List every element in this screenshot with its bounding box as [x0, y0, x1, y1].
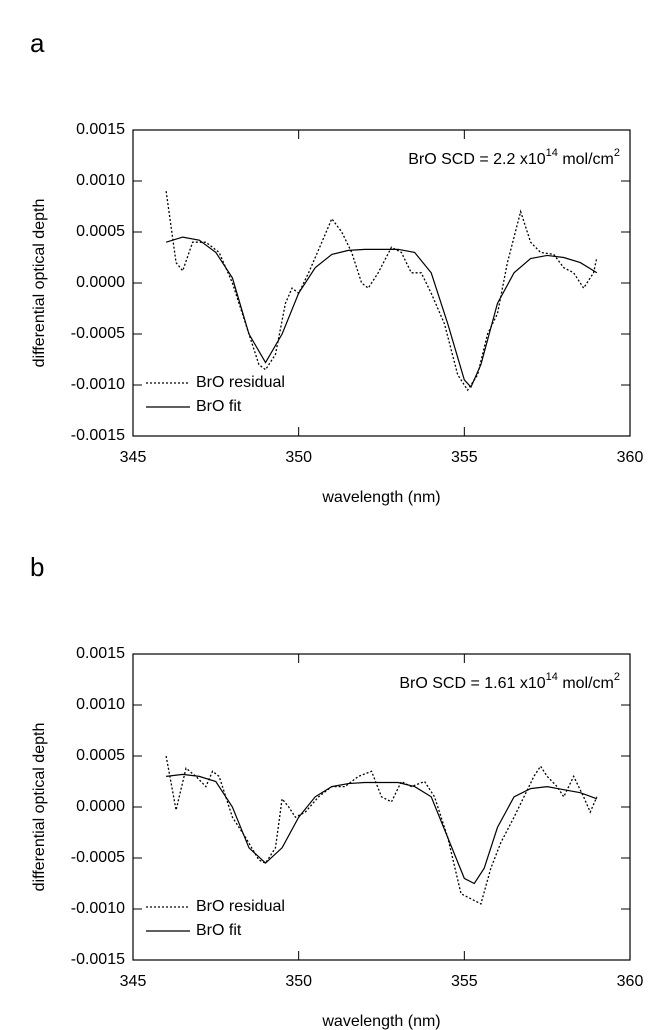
annotation: BrO SCD = 2.2 x1014 mol/cm2 [408, 147, 620, 168]
annotation-text: mol/cm [558, 675, 614, 692]
y-tick-label: 0.0005 [76, 223, 125, 240]
annotation-superscript: 14 [546, 671, 558, 683]
x-tick-label: 345 [120, 973, 147, 990]
y-tick-label: -0.0005 [71, 325, 125, 342]
x-tick-label: 360 [617, 449, 644, 466]
chart-panel: a 345 350 355 360 -0.0015 -0.0010 -0.0005 0.0000… [30, 28, 643, 506]
y-tick-label: 0.0010 [76, 172, 125, 189]
x-tick-label: 360 [617, 973, 644, 990]
chart-panel: b 345 350 355 360 -0.0015 -0.0010 -0.0005 0.0000… [30, 552, 643, 1030]
y-tick-label: 0.0000 [76, 274, 125, 291]
y-axis-label: differential optical depth [31, 723, 48, 892]
y-tick-label: 0.0000 [76, 798, 125, 815]
y-tick-label: -0.0015 [71, 427, 125, 444]
legend-label: BrO residual [196, 898, 285, 915]
x-tick-label: 350 [285, 449, 312, 466]
panel-label: b [30, 552, 44, 582]
series-line [165, 236, 598, 389]
annotation-text: mol/cm [558, 151, 614, 168]
y-tick-label: 0.0015 [76, 121, 125, 138]
annotation-text: BrO SCD = 2.2 x10 [408, 151, 545, 168]
x-axis-label: wavelength (nm) [321, 489, 440, 506]
annotation: BrO SCD = 1.61 x1014 mol/cm2 [399, 671, 620, 692]
legend-label: BrO fit [196, 398, 242, 415]
y-tick-label: -0.0010 [71, 376, 125, 393]
panel-label: a [30, 28, 45, 58]
annotation-superscript: 2 [614, 147, 620, 159]
series-line [165, 755, 598, 905]
y-tick-label: 0.0010 [76, 696, 125, 713]
y-tick-label: 0.0005 [76, 747, 125, 764]
x-tick-label: 355 [451, 449, 478, 466]
y-tick-label: -0.0015 [71, 951, 125, 968]
x-axis-label: wavelength (nm) [321, 1013, 440, 1030]
annotation-text: BrO SCD = 1.61 x10 [399, 675, 545, 692]
x-tick-label: 355 [451, 973, 478, 990]
y-tick-label: 0.0015 [76, 645, 125, 662]
y-axis-label: differential optical depth [31, 199, 48, 368]
annotation-superscript: 14 [546, 147, 558, 159]
legend-label: BrO residual [196, 374, 285, 391]
x-tick-label: 350 [285, 973, 312, 990]
x-tick-label: 345 [120, 449, 147, 466]
series-line [166, 773, 598, 885]
y-tick-label: -0.0010 [71, 900, 125, 917]
annotation-superscript: 2 [614, 671, 620, 683]
y-tick-label: -0.0005 [71, 849, 125, 866]
legend-label: BrO fit [196, 922, 242, 939]
series-line [165, 191, 598, 392]
